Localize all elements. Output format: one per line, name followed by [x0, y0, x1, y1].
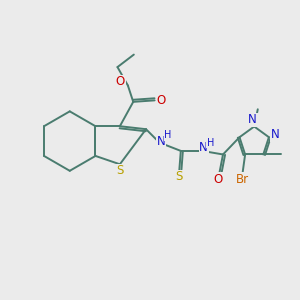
Text: H: H — [164, 130, 171, 140]
Text: N: N — [157, 135, 165, 148]
Text: Br: Br — [236, 172, 249, 186]
Text: N: N — [248, 113, 257, 127]
Text: O: O — [157, 94, 166, 107]
Text: S: S — [116, 164, 124, 177]
Text: O: O — [116, 75, 125, 88]
Text: S: S — [176, 170, 183, 183]
Text: N: N — [271, 128, 280, 141]
Text: N: N — [199, 141, 208, 154]
Text: H: H — [207, 138, 214, 148]
Text: O: O — [213, 173, 223, 186]
